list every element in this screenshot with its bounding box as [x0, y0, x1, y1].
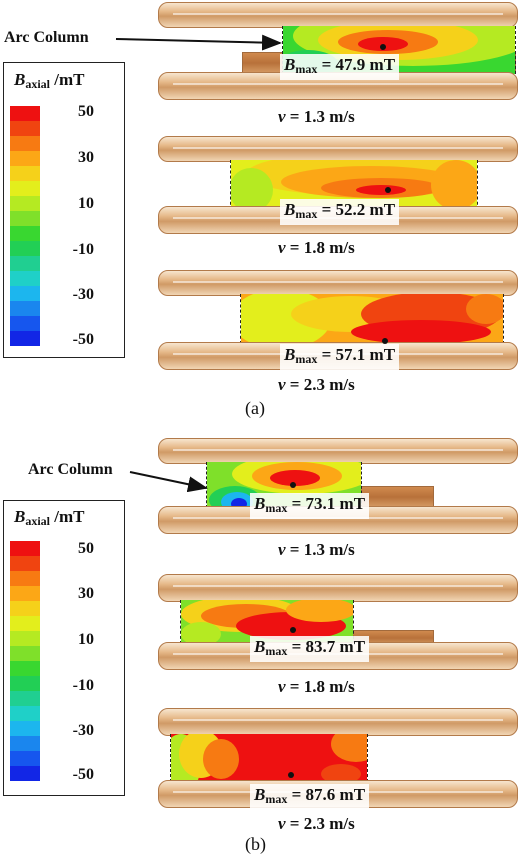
electrode-top: [158, 2, 518, 28]
legend-a-tick: -10: [72, 241, 94, 258]
bmax-point: [382, 338, 388, 344]
legend-b-tick: 10: [78, 631, 94, 648]
colorbar-swatch: [10, 646, 40, 661]
panel-a-caption: (a): [245, 398, 265, 418]
legend-b-tick: -30: [72, 722, 94, 739]
legend-a-tick: 30: [78, 149, 94, 166]
colorbar-swatch: [10, 331, 40, 346]
legend-a-tick: -50: [72, 331, 94, 348]
legend-b-tick: 50: [78, 540, 94, 557]
colorbar-swatch: [10, 136, 40, 151]
legend-a-tick: -30: [72, 286, 94, 303]
colorbar-swatch: [10, 616, 40, 631]
colorbar-swatch: [10, 211, 40, 226]
legend-b-colorbar: [10, 541, 40, 781]
velocity-label: v = 2.3 m/s: [278, 375, 355, 394]
colorbar-swatch: [10, 301, 40, 316]
colorbar-swatch: [10, 256, 40, 271]
arc-column: [206, 462, 362, 508]
colorbar-swatch: [10, 556, 40, 571]
panel-b-caption: (b): [245, 834, 266, 854]
bmax-point: [385, 187, 391, 193]
arc-column-label-b: Arc Column: [28, 461, 113, 478]
colorbar-swatch: [10, 586, 40, 601]
colorbar-swatch: [10, 721, 40, 736]
velocity-label: v = 1.3 m/s: [278, 540, 355, 559]
colorbar-swatch: [10, 181, 40, 196]
bmax-point: [380, 44, 386, 50]
legend-b-tick: 30: [78, 585, 94, 602]
colorbar-swatch: [10, 196, 40, 211]
colorbar-swatch: [10, 751, 40, 766]
colorbar-swatch: [10, 691, 40, 706]
colorbar-swatch: [10, 676, 40, 691]
colorbar-swatch: [10, 151, 40, 166]
legend-b-tick: -10: [72, 677, 94, 694]
legend-b-title: Baxial /mT: [14, 507, 85, 528]
colorbar-swatch: [10, 661, 40, 676]
colorbar-swatch: [10, 766, 40, 781]
electrode-top: [158, 574, 518, 602]
colorbar-swatch: [10, 631, 40, 646]
bmax-label: Bmax = 57.1 mT: [280, 344, 400, 370]
colorbar-swatch: [10, 241, 40, 256]
electrode-top: [158, 136, 518, 162]
colorbar-swatch: [10, 571, 40, 586]
arc-column-label-a: Arc Column: [4, 29, 89, 46]
bmax-label: Bmax = 87.6 mT: [250, 784, 370, 810]
legend-a-tick: 50: [78, 103, 94, 120]
bmax-point: [288, 772, 294, 778]
bmax-label: Bmax = 83.7 mT: [250, 636, 370, 662]
velocity-label: v = 1.3 m/s: [278, 107, 355, 126]
bmax-point: [290, 627, 296, 633]
colorbar-swatch: [10, 286, 40, 301]
bmax-label: Bmax = 47.9 mT: [280, 54, 400, 80]
colorbar-swatch: [10, 271, 40, 286]
colorbar-swatch: [10, 226, 40, 241]
velocity-label: v = 1.8 m/s: [278, 238, 355, 257]
velocity-label: v = 1.8 m/s: [278, 677, 355, 696]
colorbar-swatch: [10, 166, 40, 181]
legend-a-tick: 10: [78, 195, 94, 212]
electrode-top: [158, 438, 518, 464]
bmax-label: Bmax = 73.1 mT: [250, 493, 370, 519]
colorbar-swatch: [10, 121, 40, 136]
bmax-label: Bmax = 52.2 mT: [280, 199, 400, 225]
colorbar-swatch: [10, 541, 40, 556]
arc-column-arrow-a: [115, 34, 282, 51]
legend-b-tick: -50: [72, 766, 94, 783]
colorbar-swatch: [10, 736, 40, 751]
legend-a-colorbar: [10, 106, 40, 346]
colorbar-swatch: [10, 106, 40, 121]
colorbar-swatch: [10, 316, 40, 331]
legend-a-title: Baxial /mT: [14, 70, 85, 91]
arc-column-arrow-b: [129, 471, 208, 493]
colorbar-swatch: [10, 706, 40, 721]
colorbar-swatch: [10, 601, 40, 616]
electrode-top: [158, 708, 518, 736]
electrode-top: [158, 270, 518, 296]
arc-column: [170, 734, 368, 782]
velocity-label: v = 2.3 m/s: [278, 814, 355, 833]
bmax-point: [290, 482, 296, 488]
arc-column: [240, 294, 504, 344]
